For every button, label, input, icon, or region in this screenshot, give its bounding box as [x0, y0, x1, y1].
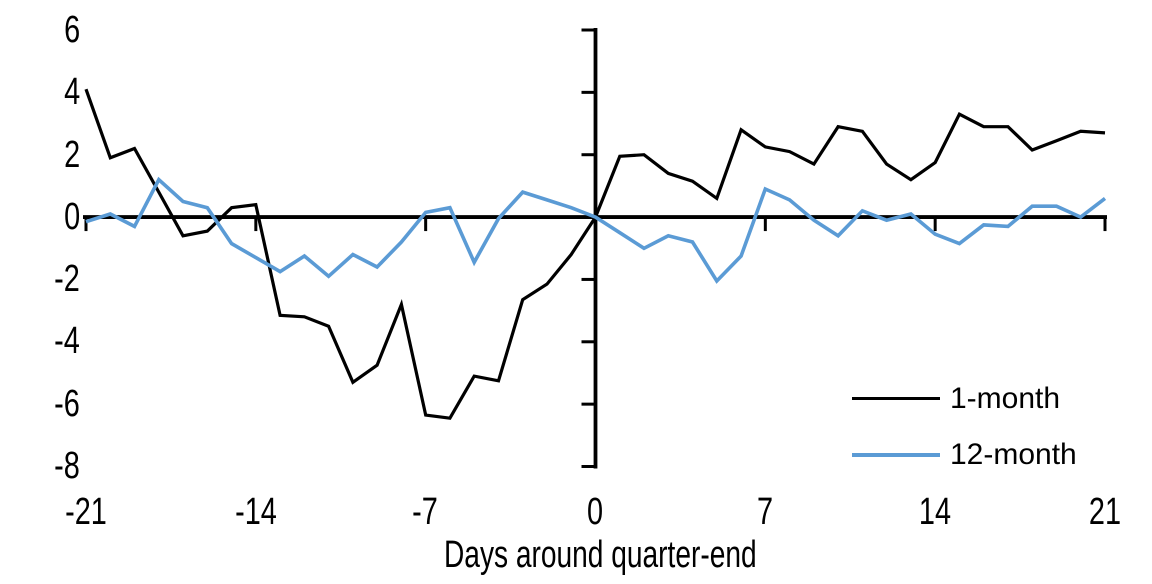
y-tick-label: -6 — [54, 383, 80, 425]
x-tick-label: -14 — [235, 491, 277, 533]
x-tick-label: -21 — [65, 491, 107, 533]
legend-label-1-month: 1-month — [950, 382, 1061, 415]
x-tick-label: -7 — [412, 491, 438, 533]
series-line-12-month — [85, 176, 1107, 284]
y-tick-label: -8 — [54, 445, 80, 487]
x-axis-title: Days around quarter-end — [444, 534, 757, 576]
y-tick-label: 6 — [63, 9, 80, 51]
y-tick-label: 0 — [63, 196, 80, 238]
legend-line-1-month — [852, 397, 940, 400]
x-tick-label: 14 — [918, 491, 952, 533]
y-tick-label: 4 — [63, 71, 80, 113]
x-tick-label: 21 — [1088, 491, 1122, 533]
legend-label-12-month: 12-month — [950, 438, 1077, 471]
y-tick-label: -2 — [54, 258, 80, 300]
y-tick-label: 2 — [63, 134, 80, 176]
x-tick-label: 0 — [586, 491, 604, 533]
legend-line-12-month — [852, 453, 940, 457]
x-tick-label: 7 — [756, 491, 774, 533]
y-tick-label: -4 — [54, 320, 80, 362]
